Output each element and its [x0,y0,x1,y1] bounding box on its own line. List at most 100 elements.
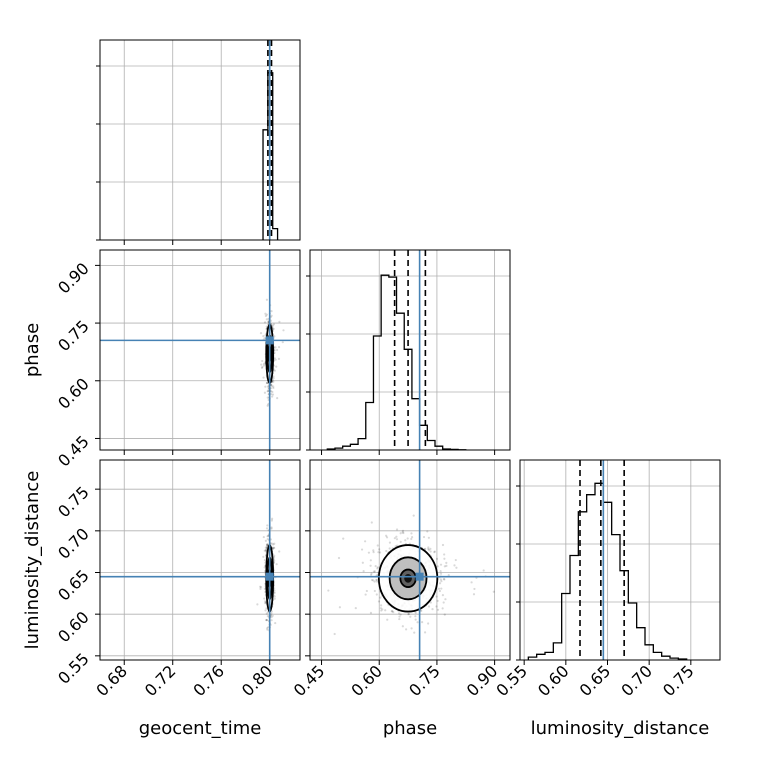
sample-point [395,528,399,531]
sample-point [265,544,269,547]
x-axis-label-phase: phase [383,718,437,739]
sample-point [266,543,269,546]
sample-point [399,540,402,543]
x-tick-label: 0.90 [463,661,502,700]
sample-point [342,537,345,540]
sample-point [266,396,269,399]
sample-point [401,625,404,628]
sample-point [414,618,417,621]
sample-point [472,593,476,596]
sample-point [265,618,269,622]
sample-point [376,578,379,581]
sample-point [270,612,273,615]
sample-point [265,543,269,546]
sample-point [370,521,373,524]
x-axis-label-geocent_time: geocent_time [139,718,262,739]
sample-point [373,570,376,573]
sample-point [262,555,265,558]
sample-point [272,556,276,559]
sample-point [427,622,430,625]
x-tick-label: 0.76 [189,661,228,700]
sample-point [264,385,267,388]
sample-point [282,329,285,332]
sample-point [399,613,402,616]
sample-point [270,384,273,388]
sample-point [263,321,267,324]
sample-point [372,550,375,554]
x-tick-label: 0.65 [576,661,615,700]
sample-point [427,546,430,549]
sample-point [402,531,405,535]
sample-point [416,621,419,624]
y-tick-label: 0.60 [54,374,93,413]
panel-frame [309,459,511,661]
sample-point [395,535,398,538]
sample-point [270,542,273,545]
sample-point [265,527,269,530]
sample-point [273,597,276,600]
y-axis-label-phase: phase [22,323,43,377]
sample-point [263,587,267,590]
sample-point [385,549,388,553]
sample-point [266,390,270,393]
sample-point [274,346,277,349]
plot-area [100,460,300,660]
sample-point [267,534,270,538]
sample-point [441,594,445,597]
x-tick-label: 0.45 [290,661,329,700]
sample-point [261,365,264,368]
histogram-phase [326,274,467,450]
sample-point [378,551,382,554]
sample-point [431,608,434,611]
sample-point [262,535,265,539]
panel-frame [99,459,301,661]
sample-point [455,566,458,569]
sample-point [261,359,264,363]
sample-point [439,570,442,573]
sample-point [411,536,414,539]
sample-point [407,613,410,616]
sample-point [373,580,376,583]
sample-point [376,567,379,570]
sample-point [380,609,383,612]
sample-point [270,616,273,619]
sample-point [274,358,277,361]
y-tick-label: 0.90 [54,259,93,298]
panel-frame [519,459,721,661]
sample-point [388,547,391,550]
y-tick-label: 0.75 [54,483,93,522]
sample-point [264,602,267,605]
sample-point [275,365,278,368]
sample-point [376,566,379,569]
sample-point [445,564,448,567]
sample-point [377,551,380,554]
sample-point [275,348,279,352]
x-tick-label: 0.75 [405,661,444,700]
sample-point [264,609,267,612]
sample-point [410,537,413,541]
sample-point [271,390,274,394]
sample-point [338,606,341,609]
sample-point [406,537,409,540]
sample-point [265,381,269,385]
sample-point [266,390,269,393]
sample-point [271,393,275,396]
sample-point [263,558,266,562]
panel-phase-phase [306,249,511,455]
sample-point [378,548,381,551]
sample-point [385,536,389,539]
sample-point [265,381,269,385]
x-tick-label: 0.60 [347,661,386,700]
sample-point [265,612,268,615]
sample-point [381,608,384,611]
sample-point [429,550,432,553]
sample-point [267,403,270,406]
x-tick-label: 0.80 [238,661,277,700]
sample-point [379,607,382,610]
sample-point [267,626,270,629]
sample-point [377,600,381,603]
sample-point [385,534,388,537]
truth-marker [415,572,424,581]
sample-point [427,605,431,608]
sample-point [427,536,430,539]
